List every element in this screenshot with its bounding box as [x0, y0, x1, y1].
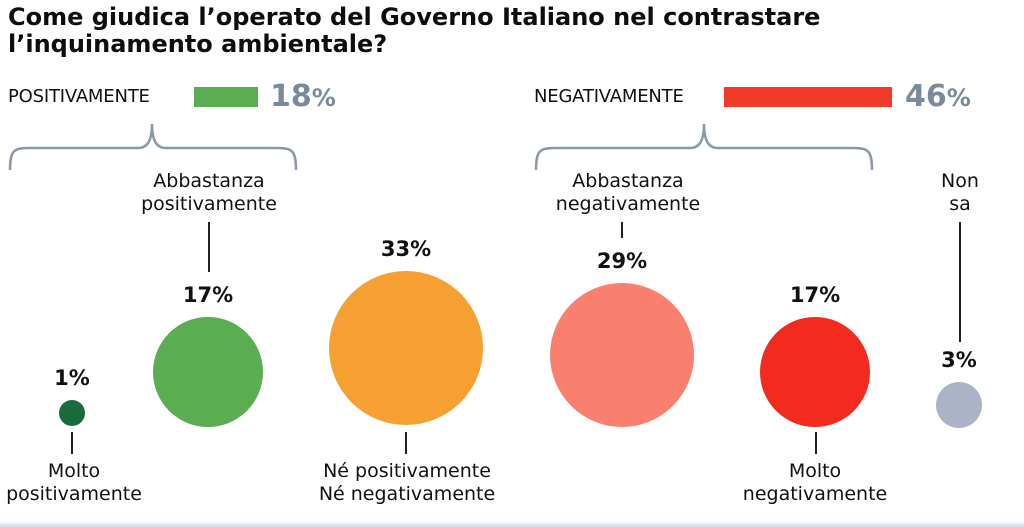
percent-label-molto-negativamente: 17%: [789, 282, 841, 307]
label-line: Molto: [47, 460, 101, 482]
label-line: Molto: [788, 460, 842, 482]
label-line: Né negativamente: [318, 483, 496, 505]
leader-line-abbastanza-positivamente: [208, 222, 210, 272]
summary-positive-value: 18: [270, 79, 312, 114]
percent-label-abbastanza-positivamente: 17%: [182, 282, 234, 307]
percent-label-ne-ne: 33%: [380, 237, 432, 261]
chart-title: Come giudica l’operato del Governo Itali…: [8, 3, 821, 58]
bubble-ne-ne: [329, 271, 483, 425]
label-molto-negativamente: Molto negativamente: [740, 460, 890, 506]
percent-label-abbastanza-negativamente: 29%: [596, 248, 648, 273]
bubble-abbastanza-positivamente: [152, 316, 264, 428]
leader-line-abbastanza-negativamente: [621, 222, 623, 238]
summary-negative-value: 46: [905, 79, 947, 114]
leader-line-ne-ne: [405, 432, 407, 454]
label-line: negativamente: [742, 483, 888, 505]
label-non-sa: Non sa: [920, 170, 1000, 216]
summary-negative-unit: %: [946, 84, 971, 112]
percent-label-molto-positivamente: 1%: [54, 365, 90, 390]
positive-group-bracket: [8, 123, 298, 171]
negative-group-bracket: [534, 123, 874, 171]
summary-positive-bar: [194, 87, 258, 107]
label-abbastanza-negativamente: Abbastanza negativamente: [548, 170, 708, 216]
summary-positive-unit: %: [311, 84, 336, 112]
label-line: negativamente: [555, 193, 701, 215]
bubble-molto-positivamente: [58, 399, 86, 427]
bubble-molto-negativamente: [759, 316, 871, 428]
leader-line-non-sa: [959, 222, 961, 342]
label-line: Abbastanza: [153, 170, 265, 192]
label-line: Abbastanza: [572, 170, 684, 192]
summary-negative-label: NEGATIVAMENTE: [534, 86, 684, 107]
leader-line-molto-positivamente: [71, 432, 73, 454]
summary-negative-bar: [724, 87, 892, 107]
bubble-abbastanza-negativamente: [549, 282, 695, 428]
label-ne-ne: Né positivamente Né negativamente: [296, 460, 518, 506]
summary-positive-label: POSITIVAMENTE: [8, 86, 150, 107]
bottom-divider: [0, 521, 1024, 527]
leader-line-molto-negativamente: [815, 432, 817, 454]
label-molto-positivamente: Molto positivamente: [0, 460, 148, 506]
label-abbastanza-positivamente: Abbastanza positivamente: [134, 170, 284, 216]
label-line: Né positivamente: [323, 460, 491, 482]
summary-positive-percent: 18%: [270, 82, 336, 113]
percent-label-non-sa: 3%: [941, 347, 977, 372]
label-line: sa: [949, 193, 971, 215]
summary-negative-percent: 46%: [905, 82, 971, 113]
label-line: positivamente: [141, 193, 277, 215]
label-line: positivamente: [6, 483, 142, 505]
label-line: Non: [941, 170, 979, 192]
bubble-non-sa: [935, 381, 983, 429]
